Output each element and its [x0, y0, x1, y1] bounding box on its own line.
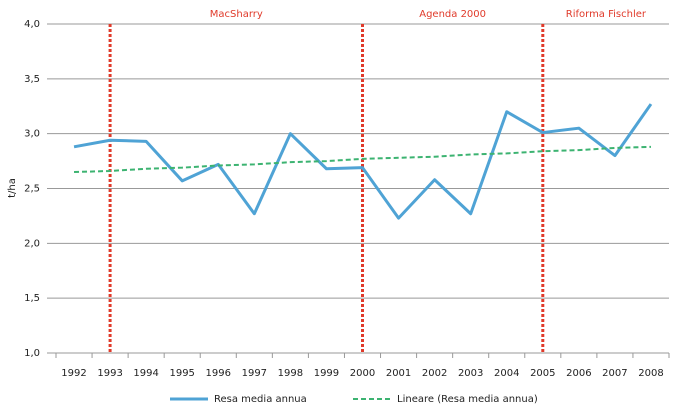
- x-tick-label: 1993: [97, 368, 122, 379]
- period-label: Agenda 2000: [419, 9, 486, 20]
- y-tick-label: 3,5: [24, 74, 40, 85]
- series-line: [73, 145, 652, 174]
- x-tick-label: 2008: [638, 368, 663, 379]
- x-tick-label: 1999: [314, 368, 339, 379]
- x-tick-label: 2007: [602, 368, 627, 379]
- y-tick-label: 2,0: [24, 238, 40, 249]
- y-axis-label: t/ha: [7, 178, 18, 198]
- x-tick-label: 2000: [350, 368, 375, 379]
- x-tick-label: 2002: [422, 368, 447, 379]
- x-tick-label: 1996: [206, 368, 231, 379]
- x-tick-label: 1997: [242, 368, 267, 379]
- x-tick-label: 2001: [386, 368, 411, 379]
- period-label: Riforma Fischler: [566, 9, 647, 20]
- legend-label: Lineare (Resa media annua): [397, 394, 538, 404]
- legend-label: Resa media annua: [214, 394, 307, 404]
- y-tick-label: 2,5: [24, 184, 40, 195]
- x-tick-label: 1995: [169, 368, 194, 379]
- x-tick-label: 2004: [494, 368, 519, 379]
- x-tick-label: 2006: [566, 368, 591, 379]
- y-tick-label: 1,5: [24, 293, 40, 304]
- x-tick-label: 2005: [530, 368, 555, 379]
- y-tick-label: 1,0: [24, 348, 40, 359]
- y-tick-label: 4,0: [24, 19, 40, 30]
- x-tick-label: 2003: [458, 368, 483, 379]
- x-tick-label: 1992: [61, 368, 86, 379]
- x-tick-label: 1998: [278, 368, 303, 379]
- y-tick-label: 3,0: [24, 129, 40, 140]
- x-tick-label: 1994: [133, 368, 158, 379]
- period-label: MacSharry: [210, 9, 263, 20]
